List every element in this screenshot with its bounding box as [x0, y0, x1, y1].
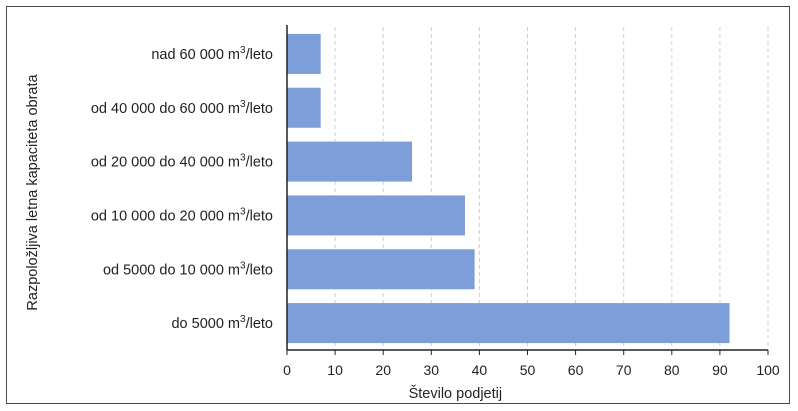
bar-4 — [287, 249, 475, 290]
x-tick-label-100: 100 — [756, 362, 780, 378]
bar-3 — [287, 195, 465, 236]
x-tick-label-70: 70 — [616, 362, 632, 378]
category-label-4: od 5000 do 10 000 m3/leto — [103, 260, 273, 278]
x-axis-title: Število podjetij — [409, 385, 503, 402]
y-category-labels: nad 60 000 m3/leto od 40 000 do 60 000 m3… — [91, 45, 273, 332]
category-label-0: nad 60 000 m3/leto — [151, 45, 273, 63]
x-tick-label-20: 20 — [375, 362, 391, 378]
grid-lines — [334, 27, 769, 350]
y-axis-title: Razpoložljiva letna kapaciteta obrata — [25, 73, 41, 310]
x-tick-labels: 0 10 20 30 40 50 60 70 80 90 100 — [283, 362, 780, 378]
bars — [287, 33, 730, 344]
category-label-2: od 20 000 do 40 000 m3/leto — [91, 153, 273, 171]
x-tick-label-80: 80 — [664, 362, 680, 378]
x-tick-label-0: 0 — [283, 362, 291, 378]
x-tick-label-40: 40 — [472, 362, 488, 378]
x-tick-label-50: 50 — [520, 362, 536, 378]
x-tick-label-90: 90 — [712, 362, 728, 378]
bar-5 — [287, 303, 730, 344]
x-tick-label-60: 60 — [568, 362, 584, 378]
bar-1 — [287, 87, 321, 128]
x-tick-label-10: 10 — [327, 362, 343, 378]
bar-2 — [287, 141, 413, 182]
bar-0 — [287, 33, 321, 74]
x-tick-label-30: 30 — [424, 362, 440, 378]
axes — [286, 25, 769, 355]
category-label-1: od 40 000 do 60 000 m3/leto — [91, 99, 273, 117]
category-label-3: od 10 000 do 20 000 m3/leto — [91, 206, 273, 224]
category-label-5: do 5000 m3/leto — [171, 314, 273, 332]
